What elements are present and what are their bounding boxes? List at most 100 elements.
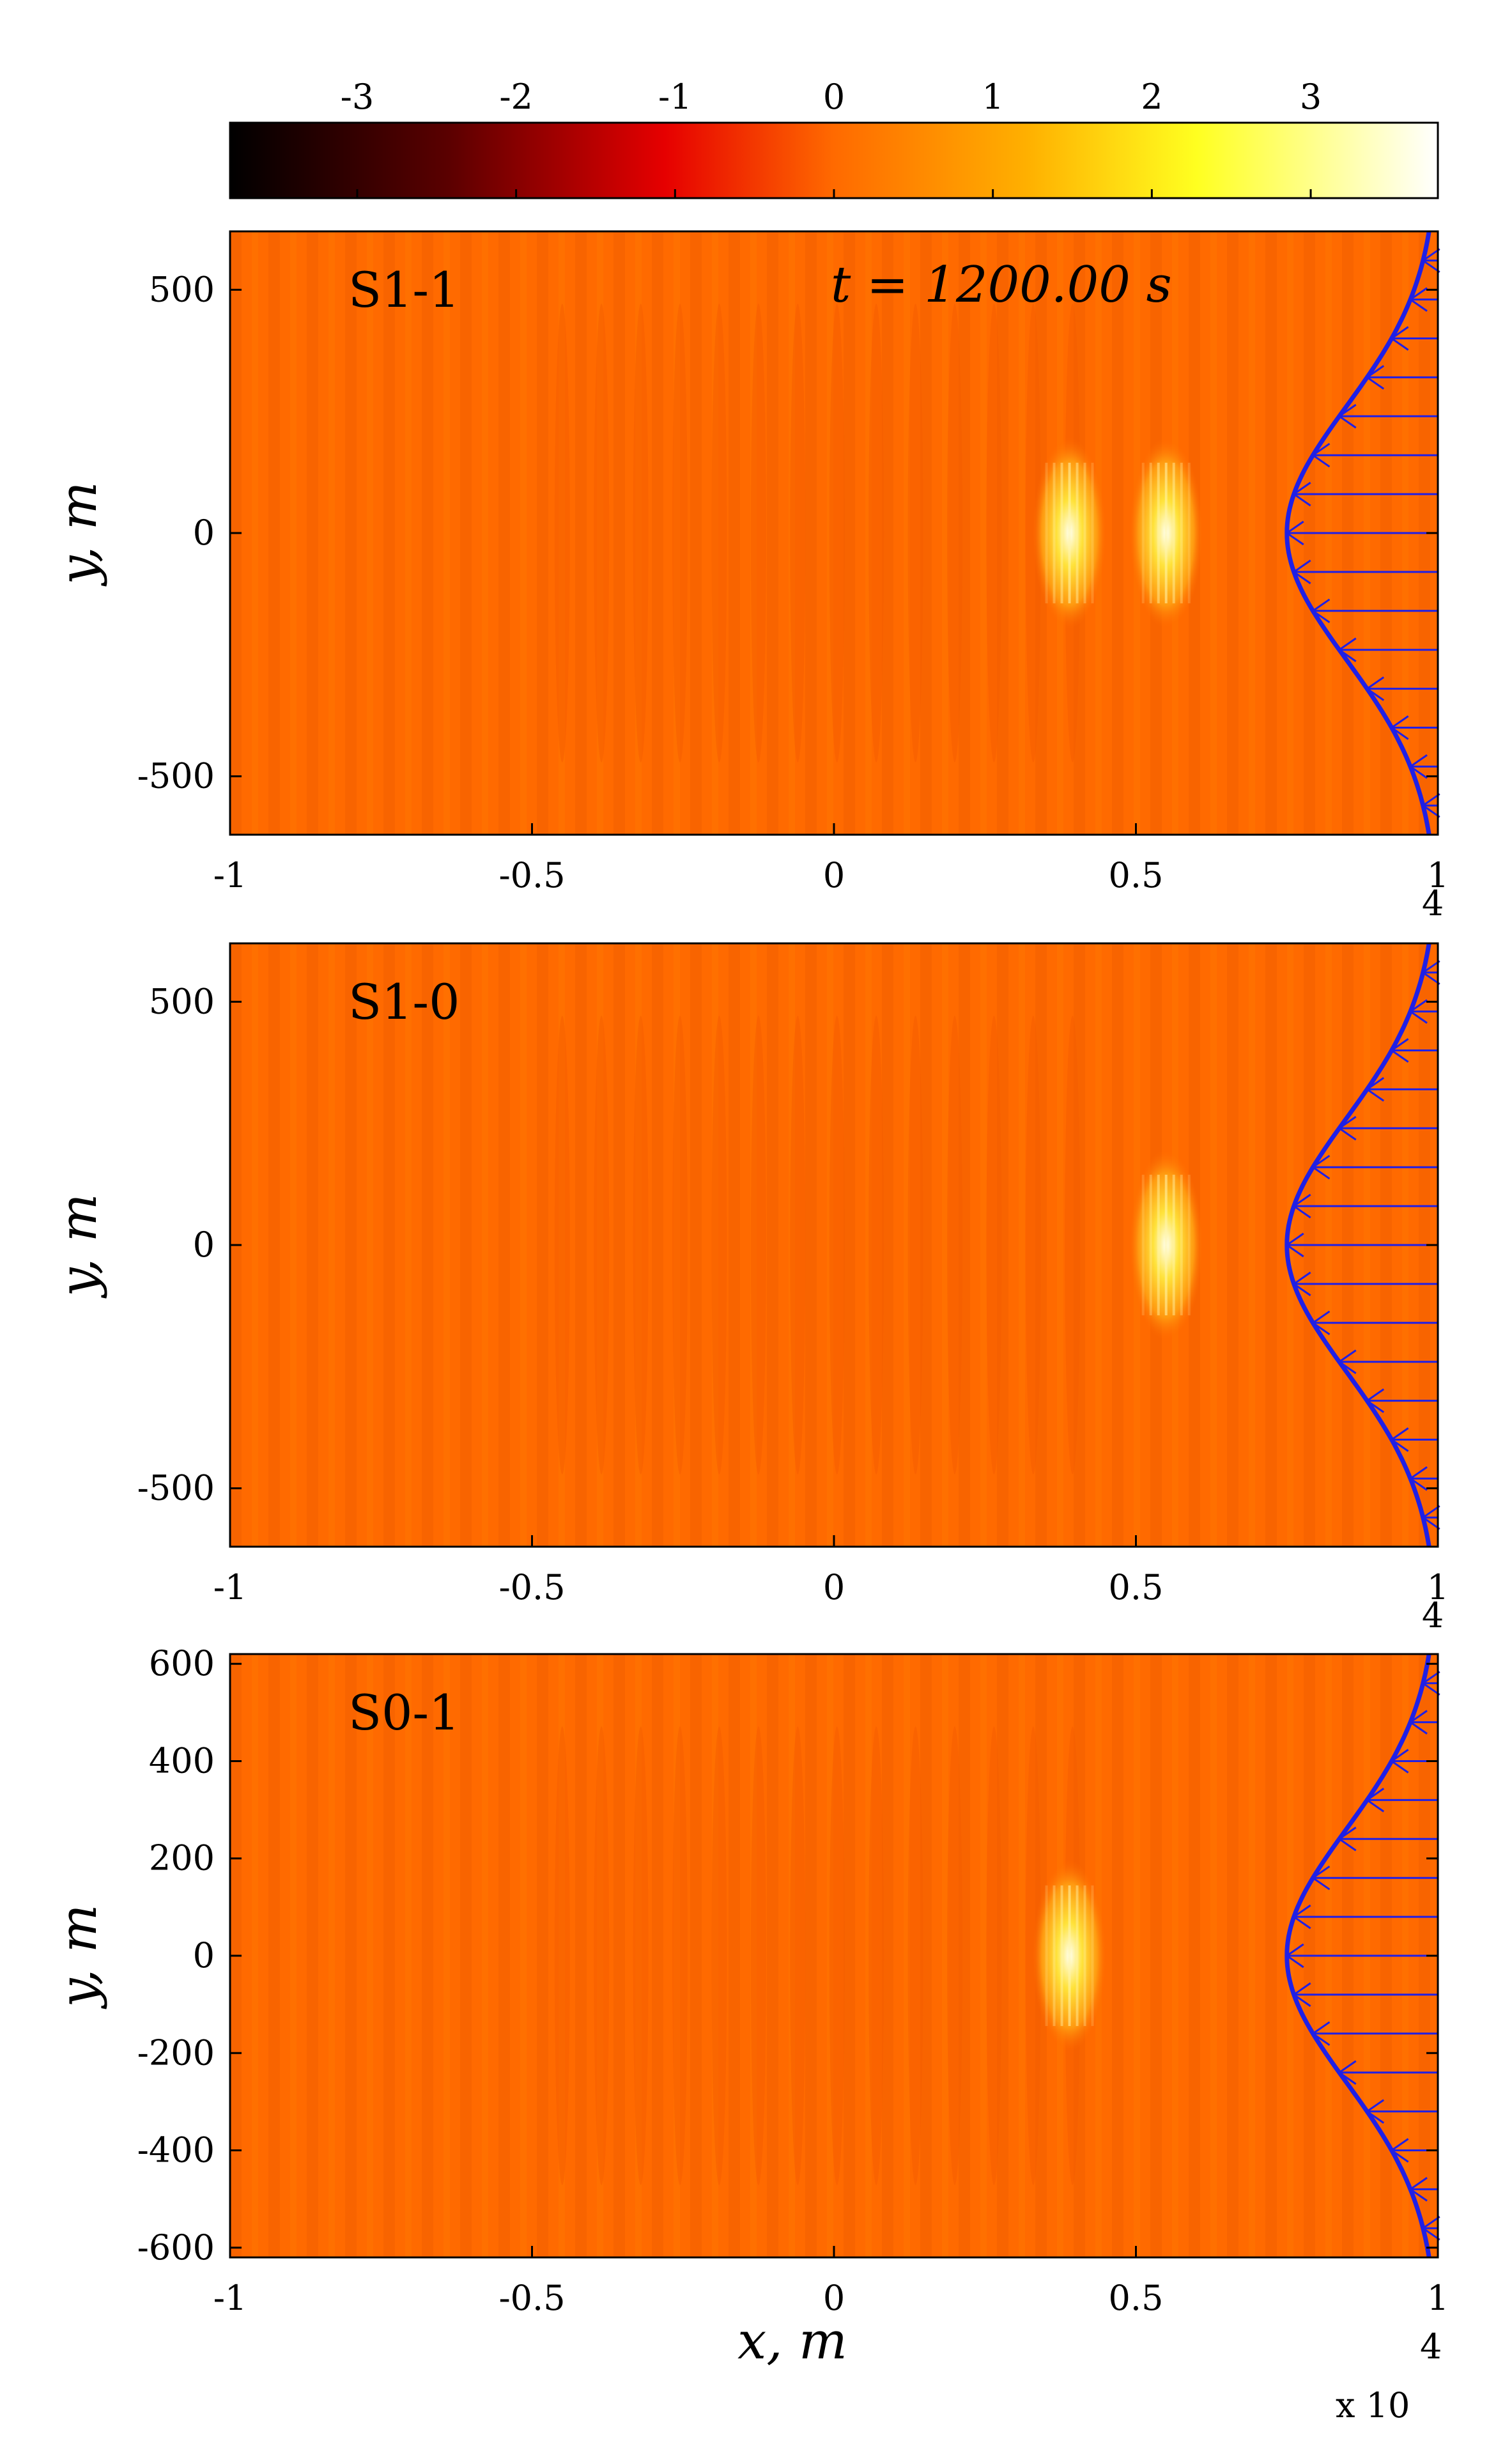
colorbar-tick-label: -1 — [658, 77, 692, 117]
field-background — [230, 943, 1438, 1547]
velocity-arrow-head — [1408, 2177, 1428, 2202]
field-wave-band — [1065, 1016, 1081, 1474]
velocity-arrow-head — [1338, 1116, 1357, 1141]
velocity-arrow-head — [1338, 2060, 1357, 2085]
velocity-arrow-head — [1311, 1865, 1331, 1891]
velocity-arrow-head — [1421, 2216, 1440, 2241]
velocity-arrow-head — [1365, 1388, 1385, 1413]
velocity-arrow-head — [1292, 559, 1311, 585]
field-wave-band — [594, 1726, 610, 2185]
y-tick-label: 0 — [193, 1225, 215, 1265]
y-tick-label: 400 — [149, 1740, 215, 1781]
x-exponent: x 10 4 — [1336, 2326, 1442, 2425]
colorbar: -3 -2 -1 0 1 2 3 — [229, 77, 1439, 199]
velocity-arrow-head — [1365, 1788, 1385, 1813]
field-wave-band — [829, 1016, 845, 1474]
field-wave-band — [554, 304, 570, 762]
panel-label: S1-1 — [348, 261, 459, 318]
velocity-arrow-head — [1311, 2021, 1331, 2046]
velocity-arrow-head — [1311, 1154, 1331, 1180]
field-wave-band — [554, 1726, 570, 2185]
field-wave-band — [907, 304, 923, 762]
field-wave-band — [711, 1016, 727, 1474]
velocity-arrow-head — [1421, 248, 1440, 273]
x-axis-label: x, m — [737, 2311, 847, 2371]
y-tick-label: -500 — [137, 1468, 215, 1508]
colorbar-tick-label: -3 — [341, 77, 374, 117]
velocity-arrow-head — [1390, 2138, 1409, 2163]
velocity-arrow-head — [1338, 1827, 1357, 1852]
field-wave-band — [907, 1726, 923, 2185]
x-exponent-small: 4 — [1422, 883, 1444, 924]
y-tick-label: 0 — [193, 513, 215, 553]
x-tick-label: 0 — [823, 1567, 845, 1607]
field-wave-band — [633, 1726, 649, 2185]
y-axis-label: y, m — [49, 1193, 108, 1298]
colorbar-tick-label: 0 — [823, 77, 845, 117]
velocity-arrow-head — [1292, 1271, 1311, 1297]
velocity-arrow-head — [1408, 1466, 1428, 1491]
field-background — [230, 231, 1438, 835]
field-wave-band — [986, 1016, 1002, 1474]
colorbar-tick-label: -2 — [499, 77, 533, 117]
velocity-arrow-head — [1285, 1943, 1304, 1969]
velocity-arrow-head — [1285, 520, 1304, 546]
velocity-arrow-head — [1421, 1505, 1440, 1530]
y-axis-label: y, m — [49, 481, 108, 586]
velocity-arrow-head — [1292, 1193, 1311, 1219]
velocity-arrow-head — [1338, 404, 1357, 429]
field-wave-band — [868, 1726, 884, 2185]
y-tick-label: -400 — [137, 2130, 215, 2170]
x-exponent-small: 4 — [1422, 1595, 1444, 1636]
velocity-arrow-head — [1292, 481, 1311, 507]
x-tick-label: 0.5 — [1109, 1567, 1164, 1607]
velocity-arrow-head — [1292, 1982, 1311, 2008]
field-wave-band — [829, 1726, 845, 2185]
field-wave-band — [750, 304, 766, 762]
field-wave-band — [829, 304, 845, 762]
field-wave-band — [947, 1016, 962, 1474]
y-tick-label: 600 — [149, 1643, 215, 1683]
panel: 600 400 200 0 -200 -400 -600 -1 -0.5 0 0.5 1 S0-1 y, … — [49, 1643, 1449, 2318]
field-wave-band — [790, 1016, 806, 1474]
y-axis-label: y, m — [49, 1904, 108, 2009]
velocity-arrow-head — [1292, 1904, 1311, 1930]
y-tick-label: -200 — [137, 2032, 215, 2073]
field-wave-band — [672, 304, 688, 762]
velocity-arrow-head — [1390, 1427, 1409, 1452]
field-wave-band — [868, 304, 884, 762]
time-label: t = 1200.00 s — [831, 256, 1172, 314]
field-wave-band — [986, 304, 1002, 762]
colorbar-ticks: -3 -2 -1 0 1 2 3 — [341, 77, 1322, 198]
field-wave-band — [711, 1726, 727, 2185]
field-wave-band — [633, 304, 649, 762]
velocity-arrow-head — [1365, 1077, 1385, 1102]
velocity-arrow-head — [1390, 326, 1409, 351]
velocity-arrow-head — [1338, 637, 1357, 662]
field-wave-band — [947, 1726, 962, 2185]
field-wave-band — [986, 1726, 1002, 2185]
field-wave-band — [633, 1016, 649, 1474]
x-tick-label: -1 — [213, 1567, 247, 1607]
field-wave-band — [750, 1726, 766, 2185]
colorbar-gradient — [229, 121, 1439, 199]
y-tick-label: 0 — [193, 1935, 215, 1976]
field-wave-band — [868, 1016, 884, 1474]
velocity-arrow-head — [1408, 287, 1428, 312]
y-tick-label: -600 — [137, 2227, 215, 2268]
velocity-arrow-head — [1421, 793, 1440, 818]
field-wave-band — [790, 1726, 806, 2185]
y-tick-label: 500 — [149, 269, 215, 309]
y-tick-label: 200 — [149, 1838, 215, 1878]
field-wave-band — [1025, 1016, 1041, 1474]
field-wave-band — [672, 1726, 688, 2185]
field-wave-band — [554, 1016, 570, 1474]
colorbar-tick-label: 1 — [982, 77, 1004, 117]
field-wave-band — [594, 304, 610, 762]
velocity-arrow-head — [1421, 960, 1440, 985]
x-tick-label: 1 — [1427, 855, 1449, 895]
colorbar-tick-label: 3 — [1300, 77, 1322, 117]
panel-label: S1-0 — [348, 973, 459, 1030]
field-wave-band — [711, 304, 727, 762]
